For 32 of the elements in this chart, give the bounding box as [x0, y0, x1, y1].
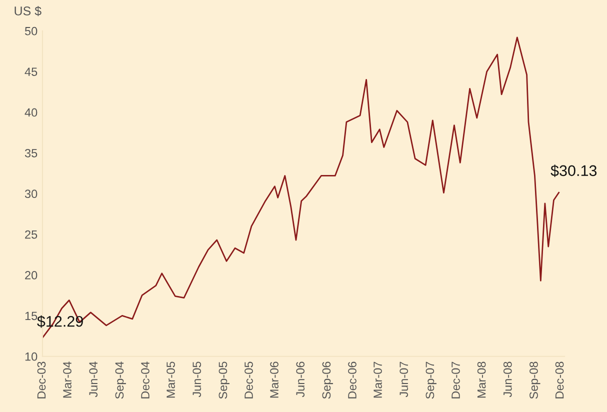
x-tick-label: Jun-06	[296, 362, 305, 398]
x-tick-label: Mar-06	[270, 362, 278, 398]
y-tick-label: 15	[25, 312, 38, 320]
y-tick-label: 10	[25, 352, 38, 361]
x-tick-label: Mar-05	[166, 362, 175, 398]
x-tick-label: Jun-05	[192, 362, 202, 398]
x-tick-label: Jun-07	[400, 362, 408, 398]
x-tick-label: Dec-08	[555, 362, 564, 398]
x-tick-label: Sep-05	[218, 362, 230, 399]
x-tick-label: Sep-06	[322, 362, 333, 399]
y-tick-label: 40	[24, 108, 38, 117]
x-tick-label: Sep-07	[426, 362, 436, 399]
x-tick-label: Dec-06	[348, 362, 356, 398]
y-tick-label: 35	[24, 148, 38, 158]
y-axis-title: US $	[14, 6, 42, 16]
x-tick-label: Dec-05	[244, 362, 253, 398]
x-tick-label: Sep-04	[115, 362, 126, 399]
y-tick-label: 50	[24, 26, 38, 36]
x-tick-label: Dec-03	[37, 362, 46, 398]
x-tick-label: Mar-04	[63, 362, 72, 398]
x-tick-label: Sep-08	[530, 362, 540, 399]
x-tick-label: Jun-04	[89, 362, 98, 398]
y-tick-label: 30	[24, 190, 38, 198]
x-tick-label: Jun-08	[503, 362, 512, 398]
annotation: $30.13	[550, 164, 597, 177]
y-tick-label: 25	[25, 230, 38, 239]
x-tick-label: Dec-04	[141, 362, 150, 398]
y-tick-label: 20	[25, 271, 38, 280]
x-tick-label: Mar-07	[374, 362, 382, 398]
x-tick-label: Mar-08	[477, 362, 486, 398]
x-tick-label: Dec-07	[452, 362, 460, 398]
y-tick-label: 45	[24, 68, 38, 76]
